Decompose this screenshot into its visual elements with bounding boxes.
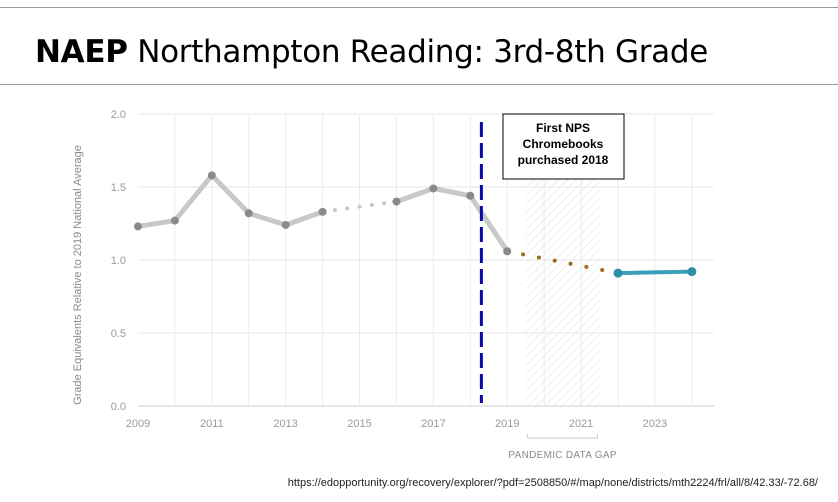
- title-rest: Northampton Reading: 3rd-8th Grade: [127, 34, 709, 70]
- x-tick-label: 2011: [200, 418, 224, 430]
- slide-title: NAEP Northampton Reading: 3rd-8th Grade: [35, 34, 708, 70]
- data-point: [244, 209, 253, 218]
- data-point: [318, 207, 327, 216]
- top-rule: [0, 7, 838, 8]
- dotted-point: [584, 264, 589, 269]
- x-tick-label: 2009: [126, 418, 150, 430]
- x-tick-label: 2015: [347, 418, 371, 430]
- dotted-point: [600, 268, 605, 273]
- data-point: [466, 191, 475, 200]
- dotted-point: [568, 261, 573, 266]
- data-point: [281, 220, 290, 229]
- series-line: [616, 269, 694, 276]
- gap-label: PANDEMIC DATA GAP: [508, 450, 616, 461]
- x-tick-label: 2023: [643, 418, 667, 430]
- dotted-point: [345, 206, 350, 211]
- data-point: [429, 184, 438, 193]
- x-tick-label: 2019: [495, 418, 519, 430]
- dotted-point: [357, 204, 362, 209]
- source-url: https://edopportunity.org/recovery/explo…: [287, 477, 818, 489]
- data-point: [170, 216, 179, 225]
- annotation-box: [502, 113, 625, 180]
- dotted-point: [332, 208, 337, 213]
- line-chart: 0.0 0.5 1.0 1.5 2.0 2009 2011 2013 2015 2017 2019 2…: [72, 109, 714, 461]
- data-point: [503, 247, 512, 256]
- y-tick-label: 2.0: [111, 109, 126, 121]
- title-bold: NAEP: [35, 34, 128, 70]
- y-tick-label: 0.0: [111, 401, 126, 413]
- data-point: [687, 267, 697, 277]
- y-tick-label: 1.5: [111, 182, 126, 194]
- series-line: [135, 172, 326, 229]
- annotation-text: Chromebooks: [523, 137, 604, 151]
- y-tick-label: 1.0: [111, 255, 126, 267]
- dotted-point: [382, 201, 387, 206]
- series-line: [393, 185, 510, 254]
- dotted-point: [536, 255, 541, 260]
- annotation-text: purchased 2018: [518, 153, 609, 167]
- data-point: [613, 268, 623, 278]
- annotation-text: First NPS: [536, 121, 590, 135]
- y-tick-label: 0.5: [111, 328, 126, 340]
- x-tick-label: 2017: [421, 418, 445, 430]
- gap-bracket: [527, 434, 599, 439]
- header: NAEP Northampton Reading: 3rd-8th Grade: [0, 8, 838, 85]
- data-point: [207, 171, 216, 180]
- dotted-point: [369, 203, 374, 208]
- y-axis-label: Grade Equivalents Relative to 2019 Natio…: [72, 145, 84, 405]
- x-tick-label: 2021: [569, 418, 593, 430]
- dotted-point: [552, 258, 557, 263]
- dotted-point: [521, 252, 526, 257]
- data-point: [134, 222, 142, 231]
- x-tick-label: 2013: [273, 418, 297, 430]
- data-point: [392, 197, 401, 206]
